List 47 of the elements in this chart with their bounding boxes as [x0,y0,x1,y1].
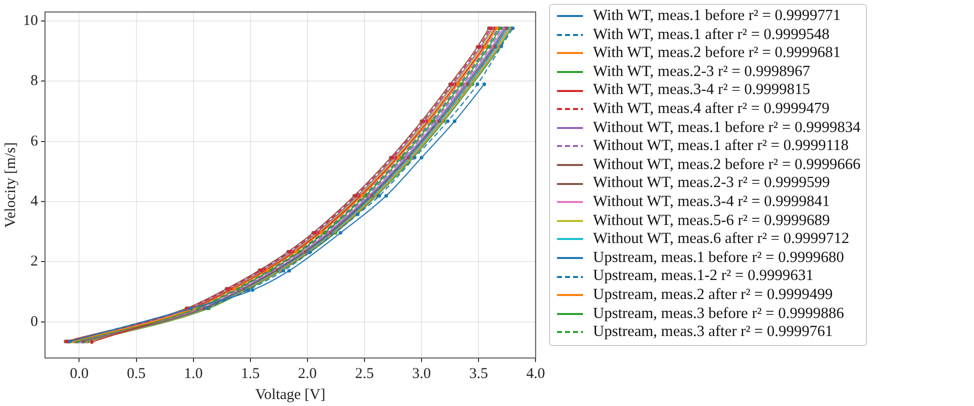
legend-label: Upstream, meas.3 after r² = 0.9999761 [593,323,833,342]
x-axis-title: Voltage [V] [255,386,326,403]
y-axis-title: Velocity [m/s] [2,142,19,228]
legend-label: Without WT, meas.6 after r² = 0.9999712 [593,230,850,249]
x-tick-label: 2.0 [298,366,317,382]
legend-label: Without WT, meas.2-3 r² = 0.9999599 [593,174,830,193]
legend-label: Without WT, meas.5-6 r² = 0.9999689 [593,212,830,230]
legend-label: Upstream, meas.3 before r² = 0.9999886 [593,304,844,324]
point [420,156,424,160]
point [356,212,360,216]
y-tick-label: 6 [30,133,38,150]
point [378,194,382,198]
legend-label: With WT, meas.1 before r² = 0.9999771 [593,7,841,26]
point [482,82,486,86]
legend-label: With WT, meas.3-4 r² = 0.9999815 [593,81,810,100]
point [250,288,254,292]
legend-label: With WT, meas.4 after r² = 0.9999479 [593,100,830,119]
legend-label: Upstream, meas.1 before r² = 0.9999680 [593,248,844,268]
x-tick-label: 1.5 [241,366,260,382]
x-tick-label: 0.5 [126,366,146,382]
point [446,119,450,124]
x-tick-label: 1.0 [184,366,203,382]
x-tick-label: 3.5 [469,366,488,382]
y-tick-label: 0 [30,314,38,330]
point [287,268,291,273]
legend-label: Upstream, meas.1-2 r² = 0.9999631 [593,267,814,286]
y-tick-label: 10 [23,12,38,29]
point [384,194,388,198]
x-tick-label: 3.0 [412,366,431,382]
x-tick-label: 0.0 [70,366,89,382]
point [90,340,94,344]
y-tick-label: 8 [30,73,38,90]
y-tick-label: 2 [30,254,38,270]
x-tick-label: 4.0 [526,366,545,382]
legend-label: With WT, meas.1 after r² = 0.9999548 [593,26,830,44]
legend-label: With WT, meas.2 before r² = 0.9999681 [593,44,841,63]
legend-label: Upstream, meas.2 after r² = 0.9999499 [593,286,833,304]
x-tick-label: 2.5 [355,366,374,382]
legend-label: Without WT, meas.3-4 r² = 0.9999841 [593,192,830,212]
point [338,231,342,235]
y-tick-label: 4 [30,193,38,210]
legend-label: With WT, meas.2-3 r² = 0.9998967 [593,62,810,82]
point [476,82,480,86]
point [452,119,456,124]
legend-label: Without WT, meas.2 before r² = 0.9999666 [593,156,860,174]
legend-label: Without WT, meas.1 before r² = 0.9999834 [593,118,860,138]
legend-label: Without WT, meas.1 after r² = 0.9999118 [593,137,849,156]
